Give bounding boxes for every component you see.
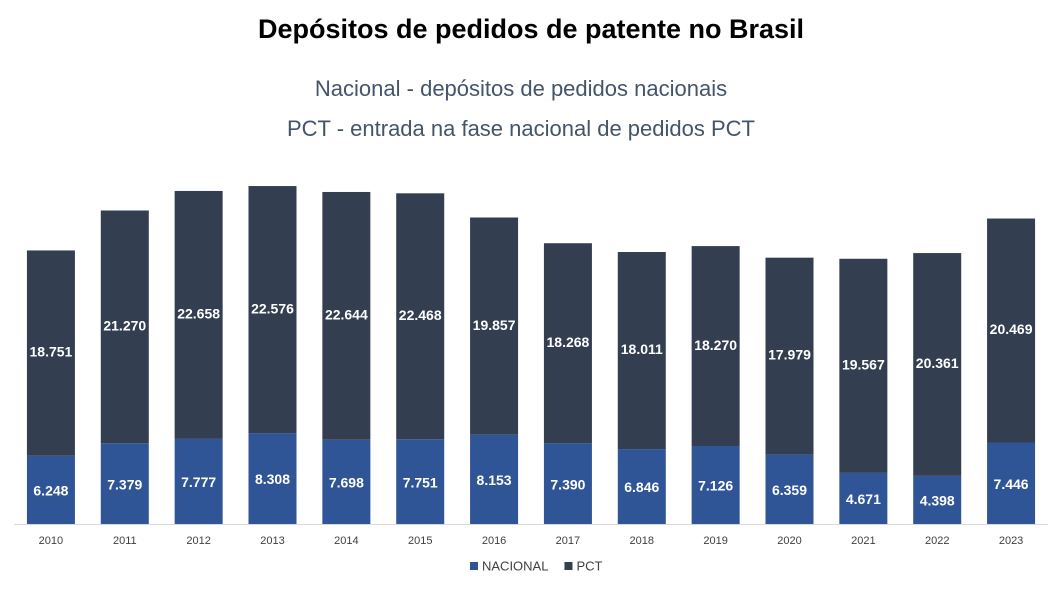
- x-tick-label: 2014: [334, 535, 358, 547]
- data-label: 18.751: [30, 344, 73, 360]
- x-tick-label: 2017: [556, 535, 580, 547]
- data-label: 7.379: [107, 476, 142, 492]
- data-label: 19.567: [842, 357, 885, 373]
- x-tick-label: 2010: [39, 535, 63, 547]
- data-label: 18.011: [621, 341, 663, 357]
- data-label: 6.248: [33, 483, 68, 499]
- data-label: 18.270: [694, 337, 737, 353]
- x-tick-label: 2016: [482, 535, 506, 547]
- data-label: 6.359: [772, 482, 807, 498]
- x-tick-label: 2020: [777, 535, 801, 547]
- data-label: 22.468: [399, 307, 442, 323]
- legend-swatch: [564, 562, 572, 570]
- x-tick-label: 2021: [851, 535, 875, 547]
- x-tick-label: 2018: [630, 535, 654, 547]
- legend-swatch: [470, 562, 478, 570]
- data-label: 21.270: [103, 318, 146, 334]
- data-label: 18.268: [547, 334, 590, 350]
- data-label: 8.153: [477, 472, 512, 488]
- x-tick-label: 2022: [925, 535, 949, 547]
- x-tick-label: 2015: [408, 535, 432, 547]
- data-label: 7.126: [698, 478, 733, 494]
- data-label: 7.777: [181, 474, 216, 490]
- data-label: 22.658: [177, 306, 220, 322]
- data-label: 19.857: [473, 317, 516, 333]
- data-label: 4.671: [846, 491, 881, 507]
- data-label: 6.846: [624, 479, 659, 495]
- data-label: 4.398: [920, 493, 955, 509]
- chart-subtitle: PCT - entrada na fase nacional de pedido…: [287, 116, 755, 141]
- data-label: 7.390: [550, 476, 585, 492]
- x-tick-label: 2019: [703, 535, 727, 547]
- x-tick-label: 2012: [186, 535, 210, 547]
- data-label: 7.446: [994, 476, 1029, 492]
- chart-title: Depósitos de pedidos de patente no Brasi…: [258, 14, 804, 44]
- data-label: 7.751: [403, 474, 438, 490]
- data-label: 7.698: [329, 475, 364, 491]
- legend-label: NACIONAL: [482, 558, 548, 573]
- chart-subtitle: Nacional - depósitos de pedidos nacionai…: [315, 76, 727, 101]
- data-label: 20.469: [990, 321, 1033, 337]
- data-label: 22.576: [251, 300, 294, 316]
- x-tick-label: 2023: [999, 535, 1023, 547]
- data-label: 22.644: [325, 307, 368, 323]
- data-label: 20.361: [916, 355, 959, 371]
- x-tick-label: 2011: [113, 535, 137, 547]
- x-tick-label: 2013: [260, 535, 284, 547]
- data-label: 8.308: [255, 471, 290, 487]
- legend-label: PCT: [576, 558, 602, 573]
- data-label: 17.979: [768, 347, 811, 363]
